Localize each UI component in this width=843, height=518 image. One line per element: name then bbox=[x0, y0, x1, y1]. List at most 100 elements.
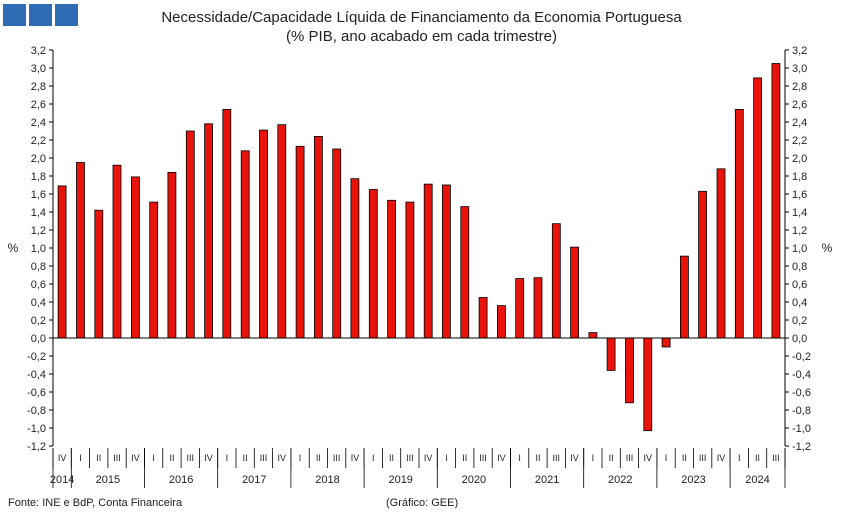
quarter-label: III bbox=[333, 453, 341, 463]
quarter-label: II bbox=[535, 453, 540, 463]
bar bbox=[570, 246, 579, 339]
bar bbox=[368, 189, 378, 339]
bar bbox=[606, 337, 616, 371]
y-tick-label-left: 1,6 bbox=[31, 189, 46, 201]
year-label: 2021 bbox=[535, 474, 559, 486]
y-tick-label-left: 2,0 bbox=[31, 153, 46, 165]
bar bbox=[130, 176, 140, 339]
quarter-label: I bbox=[152, 453, 155, 463]
year-label: 2014 bbox=[50, 474, 74, 486]
bar bbox=[643, 337, 653, 432]
bar bbox=[496, 305, 506, 339]
quarter-label: IV bbox=[497, 453, 506, 463]
y-tick-label-right: 0,8 bbox=[792, 261, 807, 273]
quarter-label: II bbox=[755, 453, 760, 463]
chart-subtitle: (% PIB, ano acabado em cada trimestre) bbox=[286, 28, 557, 45]
y-tick-label-right: 2,2 bbox=[792, 135, 807, 147]
bar bbox=[94, 209, 104, 339]
quarter-label: II bbox=[462, 453, 467, 463]
y-tick-label-left: 3,0 bbox=[31, 63, 46, 75]
bar bbox=[441, 184, 451, 339]
bar bbox=[515, 278, 525, 339]
bar bbox=[350, 178, 360, 339]
y-tick-label-left: 2,8 bbox=[31, 81, 46, 93]
quarter-label: II bbox=[96, 453, 101, 463]
quarter-label: III bbox=[479, 453, 487, 463]
y-tick-label-left: -0,2 bbox=[27, 351, 46, 363]
quarter-label: IV bbox=[131, 453, 140, 463]
y-tick-label-left: 0,4 bbox=[31, 297, 46, 309]
y-tick-label-right: 2,6 bbox=[792, 99, 807, 111]
bar bbox=[57, 185, 67, 339]
y-tick-label-right: 0,4 bbox=[792, 297, 807, 309]
quarter-label: III bbox=[186, 453, 194, 463]
y-tick-label-left: 0,0 bbox=[31, 333, 46, 345]
chart-title: Necessidade/Capacidade Líquida de Financ… bbox=[161, 9, 682, 26]
y-tick-label-right: -1,0 bbox=[792, 423, 811, 435]
quarter-label: II bbox=[682, 453, 687, 463]
quarter-label: III bbox=[626, 453, 634, 463]
y-tick-label-right: 0,6 bbox=[792, 279, 807, 291]
y-tick-label-left: -0,8 bbox=[27, 405, 46, 417]
quarter-label: I bbox=[299, 453, 302, 463]
y-tick-label-right: 2,4 bbox=[792, 117, 807, 129]
y-axis-label-right: % bbox=[822, 241, 833, 255]
quarter-label: III bbox=[260, 453, 268, 463]
y-tick-label-right: 1,0 bbox=[792, 243, 807, 255]
year-label: 2015 bbox=[96, 474, 120, 486]
year-label: 2023 bbox=[681, 474, 705, 486]
quarter-label: IV bbox=[204, 453, 213, 463]
quarter-label: I bbox=[665, 453, 668, 463]
bar bbox=[588, 332, 598, 339]
bar bbox=[460, 206, 470, 339]
y-tick-label-left: 1,0 bbox=[31, 243, 46, 255]
bar bbox=[771, 63, 781, 339]
quarter-label: II bbox=[243, 453, 248, 463]
gee-logo bbox=[3, 4, 78, 26]
y-tick-label-left: -0,6 bbox=[27, 387, 46, 399]
y-tick-label-right: 1,4 bbox=[792, 207, 807, 219]
bar bbox=[661, 337, 671, 348]
bar bbox=[149, 201, 159, 339]
y-tick-label-left: 2,6 bbox=[31, 99, 46, 111]
y-tick-label-left: 1,4 bbox=[31, 207, 46, 219]
y-tick-label-left: -1,0 bbox=[27, 423, 46, 435]
quarter-label: I bbox=[79, 453, 82, 463]
chart-title-block: Necessidade/Capacidade Líquida de Financ… bbox=[0, 8, 843, 46]
y-tick-label-left: 1,8 bbox=[31, 171, 46, 183]
quarter-label: III bbox=[113, 453, 121, 463]
bar bbox=[753, 77, 762, 339]
year-label: 2020 bbox=[462, 474, 486, 486]
y-tick-label-right: 2,0 bbox=[792, 153, 807, 165]
quarter-label: II bbox=[609, 453, 614, 463]
bar bbox=[533, 277, 543, 339]
y-tick-label-right: -0,6 bbox=[792, 387, 811, 399]
bar bbox=[680, 255, 689, 339]
bar bbox=[204, 123, 214, 339]
bar bbox=[734, 109, 744, 339]
year-label: 2022 bbox=[608, 474, 632, 486]
bar bbox=[423, 183, 433, 339]
quarter-label: I bbox=[226, 453, 229, 463]
quarter-label: IV bbox=[643, 453, 652, 463]
y-tick-label-left: 3,2 bbox=[31, 45, 46, 57]
y-tick-label-right: 1,6 bbox=[792, 189, 807, 201]
bar bbox=[313, 135, 323, 339]
year-label: 2024 bbox=[745, 474, 769, 486]
quarter-label: I bbox=[372, 453, 375, 463]
y-tick-label-right: -0,4 bbox=[792, 369, 811, 381]
bar bbox=[625, 337, 634, 404]
y-tick-label-left: 0,6 bbox=[31, 279, 46, 291]
bar bbox=[551, 223, 561, 339]
year-label: 2019 bbox=[388, 474, 412, 486]
quarter-label: I bbox=[738, 453, 741, 463]
bar bbox=[259, 129, 268, 339]
y-tick-label-right: -1,2 bbox=[792, 441, 811, 453]
bar bbox=[112, 164, 122, 339]
bar bbox=[167, 171, 177, 339]
y-tick-label-right: 1,8 bbox=[792, 171, 807, 183]
y-tick-label-right: 0,0 bbox=[792, 333, 807, 345]
y-tick-label-right: 3,0 bbox=[792, 63, 807, 75]
y-tick-label-left: 0,8 bbox=[31, 261, 46, 273]
y-tick-label-right: 1,2 bbox=[792, 225, 807, 237]
